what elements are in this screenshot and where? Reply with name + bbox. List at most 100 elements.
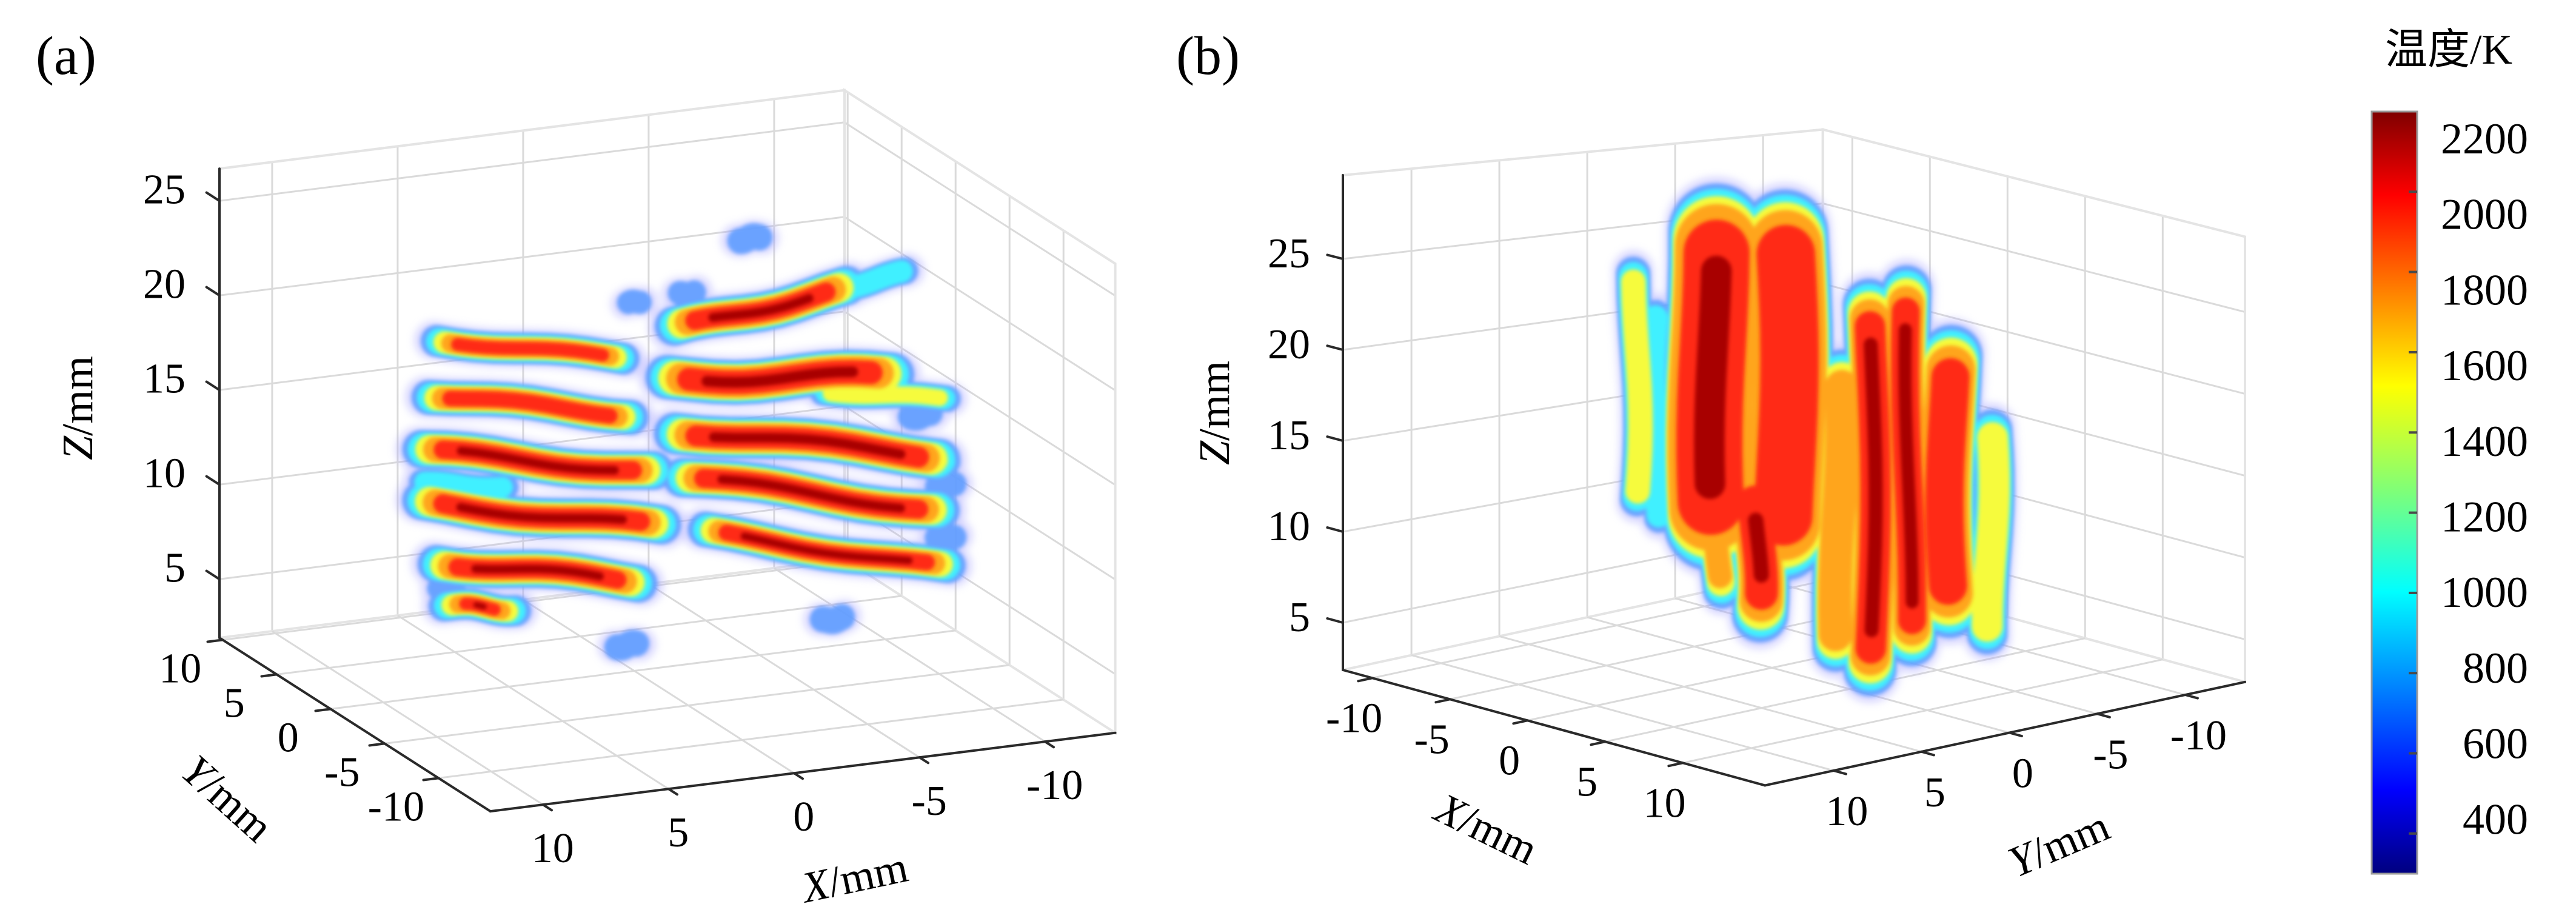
z-axis-unit: /mm [53, 356, 102, 436]
colorbar: 温度/K 2200 2000 1800 1600 1400 1200 1000 800 600 4… [2370, 27, 2528, 875]
z-tick-label: 5 [1289, 594, 1310, 641]
colorbar-tick-label: 1200 [2441, 493, 2528, 541]
floor-gridline [1587, 616, 2010, 734]
z-tick-label: 20 [1268, 321, 1310, 368]
colorbar-tick-label: 2000 [2441, 190, 2528, 239]
floor-gridline [648, 583, 920, 758]
hot-region-band [1748, 512, 1769, 583]
x-axis-line [1342, 669, 1767, 787]
colorbar-gradient [2370, 110, 2418, 875]
y-tick-mark [314, 708, 332, 712]
colorbar-tick-label: 600 [2463, 720, 2528, 768]
z-tick-mark [1326, 526, 1344, 533]
x-tick-label: 10 [532, 825, 574, 872]
y-axis-line [218, 637, 492, 813]
x-tick-label: -10 [1026, 762, 1083, 809]
z-tick-label: 10 [143, 450, 186, 497]
hot-region-band [604, 630, 649, 661]
colorbar-tick-label: 1800 [2441, 266, 2528, 314]
y-tick-label: -10 [368, 783, 424, 830]
wall-gridline [844, 216, 1116, 392]
y-tick-mark [368, 742, 386, 747]
x-tick-label: -10 [1326, 695, 1382, 742]
hot-region-band [717, 475, 905, 513]
z-tick-label: 20 [143, 261, 186, 307]
x-tick-mark [1590, 740, 1607, 746]
panel-a-label: (a) [36, 26, 96, 86]
isotherm-band-2080K [1694, 255, 1919, 638]
hot-region-band [414, 472, 514, 498]
hot-region-band [1694, 255, 1732, 499]
floor-gridline [222, 560, 848, 641]
hot-region-band [708, 293, 814, 322]
x-tick-mark [1512, 719, 1529, 725]
hot-region-band [1639, 305, 1671, 527]
hot-region-band [442, 390, 618, 424]
x-tick-mark [1043, 740, 1055, 749]
z-tick-label: 5 [164, 544, 186, 591]
y-tick-label: 10 [159, 645, 201, 692]
hot-region-band [1621, 269, 1653, 504]
wall-gridline [844, 121, 1116, 297]
hot-region-band [456, 503, 627, 524]
floor-gridline [774, 567, 1046, 743]
hot-region-band [1864, 337, 1883, 638]
x-tick-label: -5 [1414, 716, 1449, 763]
hot-region-band [822, 385, 948, 406]
x-tick-label: 10 [1644, 780, 1686, 826]
hot-region-band [457, 446, 619, 475]
colorbar-ticks: 2200 2000 1800 1600 1400 1200 1000 800 600 400 [2409, 115, 2528, 843]
z-tick-mark [1326, 253, 1344, 260]
y-tick-mark [2008, 731, 2023, 738]
hot-region-band [471, 564, 604, 581]
panel-b-label: (b) [1176, 26, 1240, 86]
temperature-field [1613, 177, 2018, 703]
x-tick-mark [792, 772, 804, 780]
z-axis-variable: Z [1190, 440, 1239, 465]
y-tick-label: 0 [278, 714, 299, 761]
x-tick-mark [541, 803, 553, 812]
hot-region-band [1754, 225, 1819, 546]
z-axis-title: Z/mm [1190, 361, 1239, 465]
isotherm-band-2080K [456, 293, 913, 610]
x-tick-mark [1667, 762, 1684, 768]
floor-gridline [438, 698, 1064, 779]
z-axis-title: Z/mm [53, 356, 102, 460]
hot-region-band [709, 432, 906, 460]
floor-gridline [523, 598, 795, 774]
y-axis-line [1764, 680, 2246, 787]
z-tick-mark [1326, 435, 1344, 442]
floor-gridline [1411, 654, 1834, 772]
y-tick-label: -10 [2170, 712, 2227, 759]
y-tick-label: 5 [224, 680, 245, 726]
colorbar-tick-label: 800 [2463, 644, 2528, 692]
hot-region-band [740, 532, 913, 564]
colorbar-tick-label: 1400 [2441, 417, 2528, 466]
floor-gridline [1499, 635, 1922, 753]
hot-region-band [727, 223, 773, 254]
z-tick-mark [205, 569, 221, 581]
y-tick-mark [206, 638, 224, 643]
y-tick-mark [1832, 769, 1847, 775]
y-tick-label: -5 [2093, 731, 2128, 778]
y-tick-mark [2096, 712, 2111, 718]
y-tick-mark [1920, 750, 1935, 757]
hot-region-band [617, 289, 652, 315]
wall-gridline [844, 310, 1116, 486]
floor-gridline [276, 595, 902, 675]
wall-gridline [219, 500, 845, 580]
z-tick-mark [1326, 617, 1344, 624]
x-tick-mark [667, 788, 678, 796]
hot-region-band [925, 470, 967, 500]
hot-region-band [809, 604, 855, 634]
hot-region-band [667, 280, 706, 307]
z-tick-label: 10 [1268, 503, 1310, 550]
hot-region-band [701, 366, 858, 388]
wall-outline [843, 88, 1117, 735]
hot-region-band [925, 523, 967, 551]
floor-gridline [330, 629, 956, 710]
z-axis-variable: Z [53, 435, 102, 460]
x-tick-mark [1357, 677, 1374, 683]
z-tick-label: 15 [1268, 412, 1310, 459]
